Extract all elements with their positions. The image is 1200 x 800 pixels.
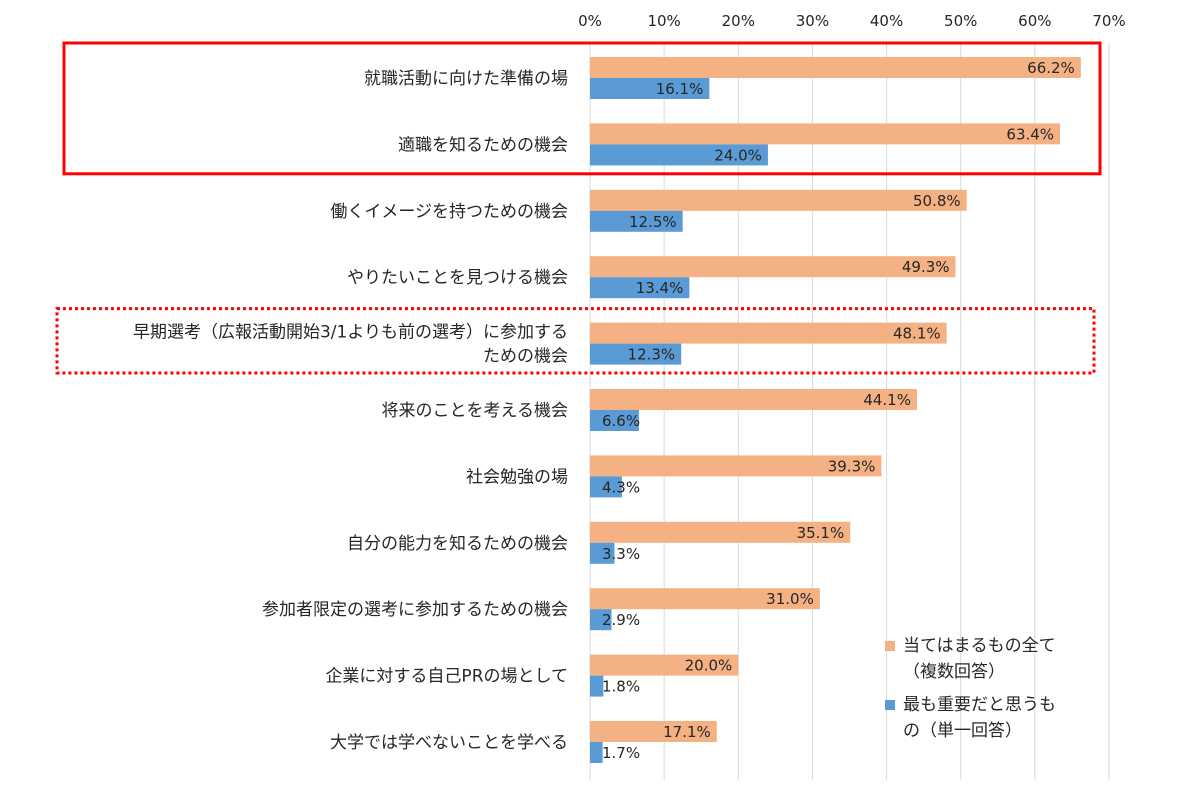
data-label-multiple-answer: 17.1% (663, 723, 711, 741)
data-label-multiple-answer: 35.1% (797, 524, 845, 542)
legend-label-multiple: （複数回答） (903, 662, 1005, 682)
category-label: 大学では学べないことを学べる (330, 733, 568, 753)
bar-single-answer (590, 410, 639, 431)
bar-multiple-answer (590, 389, 917, 410)
category-label: 自分の能力を知るための機会 (347, 534, 568, 554)
category-label: やりたいことを見つける機会 (347, 268, 568, 288)
category-label: 将来のことを考える機会 (382, 401, 569, 421)
bar-multiple-answer (590, 256, 956, 278)
data-label-single-answer: 24.0% (714, 146, 762, 164)
category-labels: 就職活動に向けた準備の場適職を知るための機会働くイメージを持つための機会やりたい… (133, 69, 568, 753)
data-label-multiple-answer: 63.4% (1006, 125, 1054, 143)
data-labels: 66.2% 16.1% 63.4% 24.0% 50.8% 12.5% 49.3% 13.4%… (602, 59, 1075, 762)
data-label-single-answer: 1.7% (602, 744, 640, 762)
data-label-single-answer: 12.3% (628, 346, 676, 364)
data-label-multiple-answer: 50.8% (913, 192, 961, 210)
bar-single-answer (590, 343, 682, 365)
data-label-single-answer: 3.3% (602, 545, 640, 563)
bar-single-answer (590, 144, 768, 166)
bars (590, 57, 1081, 763)
bar-single-answer (590, 210, 683, 232)
category-label: ための機会 (483, 347, 568, 367)
x-tick-label: 40% (870, 12, 903, 30)
category-label: 早期選考（広報活動開始3/1よりも前の選考）に参加する (133, 323, 568, 343)
data-label-single-answer: 2.9% (602, 611, 640, 629)
category-label: 企業に対する自己PRの場として (325, 667, 568, 687)
data-label-multiple-answer: 66.2% (1027, 59, 1075, 77)
legend-label-multiple: 当てはまるもの全て (903, 636, 1056, 656)
bar-multiple-answer (590, 455, 882, 477)
category-label: 参加者限定の選考に参加するための機会 (262, 600, 568, 620)
category-label: 適職を知るための機会 (398, 135, 568, 155)
data-label-single-answer: 4.3% (602, 478, 640, 496)
data-label-multiple-answer: 31.0% (766, 590, 814, 608)
legend-label-single: の（単一回答） (903, 721, 1022, 741)
data-label-single-answer: 1.8% (602, 678, 640, 696)
data-label-single-answer: 16.1% (656, 80, 704, 98)
bar-multiple-answer (590, 123, 1061, 145)
bar-single-answer (590, 742, 603, 763)
bar-single-answer (590, 78, 710, 99)
x-tick-label: 0% (578, 12, 602, 30)
data-label-single-answer: 13.4% (636, 279, 684, 297)
bar-single-answer (590, 542, 615, 564)
x-tick-label: 30% (796, 12, 829, 30)
bar-single-answer (590, 675, 604, 697)
bar-single-answer (590, 609, 612, 631)
data-label-multiple-answer: 48.1% (893, 325, 941, 343)
category-label: 社会勉強の場 (466, 467, 568, 487)
bar-multiple-answer (590, 57, 1081, 78)
data-label-multiple-answer: 44.1% (863, 391, 911, 409)
category-label: 働くイメージを持つための機会 (330, 202, 568, 222)
bar-multiple-answer (590, 189, 967, 211)
legend-swatch-single (885, 700, 895, 710)
x-tick-label: 10% (647, 12, 680, 30)
legend-label-single: 最も重要だと思うも (903, 695, 1056, 715)
bar-multiple-answer (590, 521, 851, 543)
data-label-single-answer: 6.6% (602, 412, 640, 430)
x-tick-label: 70% (1092, 12, 1125, 30)
bar-multiple-answer (590, 654, 739, 676)
x-tick-label: 20% (722, 12, 755, 30)
legend-swatch-multiple (885, 641, 895, 651)
x-tick-label: 60% (1018, 12, 1051, 30)
bar-multiple-answer (590, 588, 820, 610)
highlight-box-dotted (55, 307, 1096, 375)
bar-multiple-answer (590, 322, 947, 344)
bar-single-answer (590, 476, 622, 498)
category-label: 就職活動に向けた準備の場 (364, 69, 568, 89)
bar-single-answer (590, 277, 690, 299)
highlight-box-solid (62, 41, 1102, 176)
data-label-multiple-answer: 20.0% (685, 657, 733, 675)
x-axis-ticks: 0% 10% 20% 30% 40% 50% 60% 70% (578, 12, 1126, 30)
bar-multiple-answer (590, 721, 717, 742)
gridlines (589, 43, 1110, 780)
data-label-multiple-answer: 39.3% (828, 457, 876, 475)
data-label-multiple-answer: 49.3% (902, 258, 950, 276)
highlight-boxes (55, 41, 1102, 375)
data-label-single-answer: 12.5% (629, 213, 677, 231)
x-tick-label: 50% (944, 12, 977, 30)
